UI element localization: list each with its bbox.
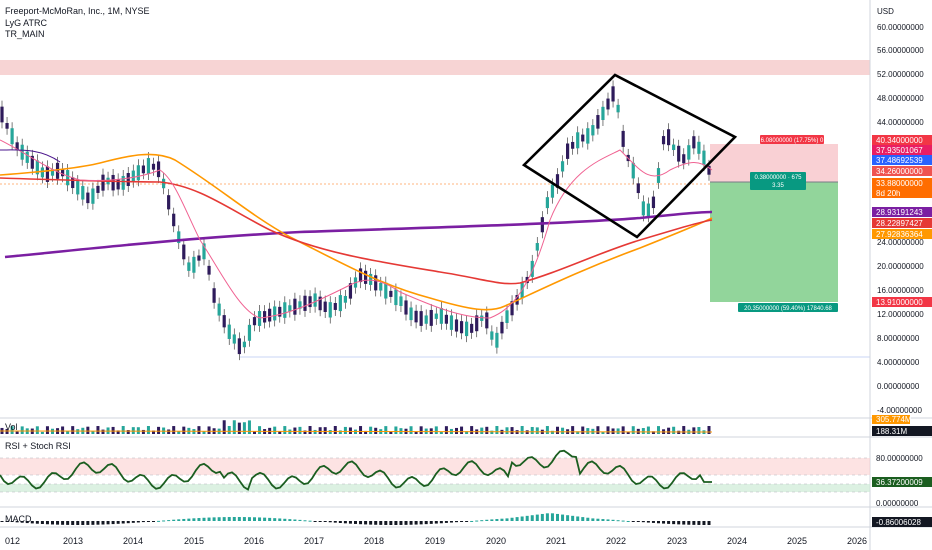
indicator-tr-main[interactable]: TR_MAIN	[5, 29, 45, 39]
price-axis-label: 48.00000000	[877, 94, 924, 103]
time-axis-label: 2015	[184, 536, 204, 546]
rsi-axis-top: 80.00000000	[876, 454, 923, 463]
resistance-zone	[0, 60, 870, 75]
price-candles	[0, 80, 711, 361]
indicator-lyg-atrc[interactable]: LyG ATRC	[5, 18, 48, 28]
ma-pink-line	[0, 139, 713, 319]
time-axis-label: 2014	[123, 536, 143, 546]
time-axis-label: 2024	[727, 536, 747, 546]
price-axis-label: 44.00000000	[877, 118, 924, 127]
rsi-pane-label[interactable]: RSI + Stoch RSI	[5, 441, 71, 451]
rsi-line	[0, 449, 712, 491]
price-axis-label: 56.00000000	[877, 46, 924, 55]
volume-tag-2: 188.31M	[876, 427, 907, 436]
price-axis-label: 0.00000000	[877, 382, 920, 391]
rsi-value-tag: 36.37200009	[876, 478, 923, 487]
price-axis-label: 8.00000000	[877, 334, 920, 343]
price-tag: 13.91000000	[876, 298, 923, 307]
price-tag: 37.48692539	[876, 156, 923, 165]
price-axis-label: 20.00000000	[877, 262, 924, 271]
stop-label: 20.35000000 (59.40%) 17840.68	[744, 306, 832, 312]
price-axis-label: 52.00000000	[877, 70, 924, 79]
time-axis-label: 2023	[667, 536, 687, 546]
diamond-pattern[interactable]	[521, 73, 738, 239]
price-axis-label: 24.00000000	[877, 238, 924, 247]
time-axis-label: 2018	[364, 536, 384, 546]
volume-tag-1: 305.774M	[876, 415, 912, 424]
entry-label-2: 3.35	[772, 183, 784, 189]
price-tag: 28.93191243	[876, 208, 923, 217]
ma-orange-line	[0, 153, 713, 311]
time-axis-label: 2026	[847, 536, 867, 546]
price-tag: 8d 20h	[876, 189, 900, 198]
time-axis-label: 2022	[606, 536, 626, 546]
symbol-title[interactable]: Freeport-McMoRan, Inc., 1M, NYSE	[5, 6, 150, 16]
price-axis-label: 4.00000000	[877, 358, 920, 367]
ma-red-line	[0, 177, 713, 285]
time-axis-label: 2019	[425, 536, 445, 546]
time-axis-label: 012	[5, 536, 20, 546]
stop-zone[interactable]	[710, 182, 838, 302]
price-tag: 28.22897427	[876, 219, 923, 228]
time-axis-label: 2020	[486, 536, 506, 546]
time-axis-label: 2021	[546, 536, 566, 546]
price-tag: 27.92836364	[876, 230, 923, 239]
volume-bars	[0, 420, 713, 434]
time-axis-label: 2013	[63, 536, 83, 546]
time-axis-label: 2025	[787, 536, 807, 546]
price-tag: 34.26000000	[876, 167, 923, 176]
rsi-axis-bottom: 0.00000000	[876, 499, 919, 508]
price-axis-label: 60.00000000	[877, 23, 924, 32]
time-axis-label: 2016	[244, 536, 264, 546]
price-axis-label: -4.00000000	[877, 406, 922, 415]
price-tag: 37.93501067	[876, 146, 923, 155]
price-axis-label: 12.00000000	[877, 310, 924, 319]
macd-value-tag: -0.86006028	[876, 518, 921, 527]
currency-label: USD	[877, 7, 894, 16]
macd-histogram	[0, 513, 711, 525]
price-axis-label: 16.00000000	[877, 286, 924, 295]
target-label: 6.08000000 (17.75%) 0	[761, 138, 824, 144]
price-tag: 33.88000000	[876, 179, 923, 188]
time-axis[interactable]: 012 2013 2014 2015 2016 2017 2018 2019 2020 2021 2…	[5, 536, 867, 546]
macd-pane-label[interactable]: MACD	[5, 514, 32, 524]
time-axis-label: 2017	[304, 536, 324, 546]
volume-pane-label[interactable]: Vol	[5, 422, 18, 432]
price-tag: 40.34000000	[876, 136, 923, 145]
entry-label-1: 0.38000000 · 675	[754, 175, 802, 181]
